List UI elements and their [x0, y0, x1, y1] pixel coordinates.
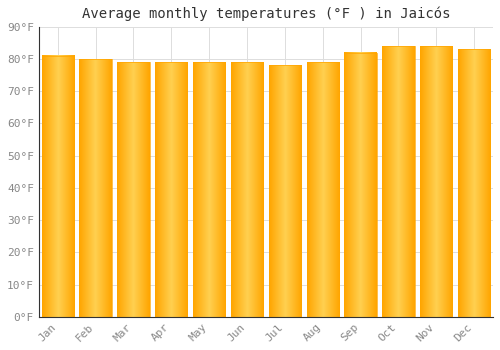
- Bar: [269, 65, 301, 317]
- Bar: [80, 59, 112, 317]
- Bar: [344, 52, 376, 317]
- Bar: [382, 46, 414, 317]
- Bar: [118, 62, 150, 317]
- Bar: [155, 62, 188, 317]
- Bar: [42, 56, 74, 317]
- Title: Average monthly temperatures (°F ) in Jaicós: Average monthly temperatures (°F ) in Ja…: [82, 7, 450, 21]
- Bar: [420, 46, 452, 317]
- Bar: [193, 62, 225, 317]
- Bar: [458, 49, 490, 317]
- Bar: [306, 62, 339, 317]
- Bar: [231, 62, 263, 317]
